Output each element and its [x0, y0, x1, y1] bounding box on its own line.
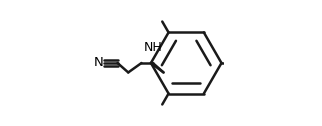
- Text: NH: NH: [143, 41, 162, 54]
- Text: N: N: [93, 56, 103, 70]
